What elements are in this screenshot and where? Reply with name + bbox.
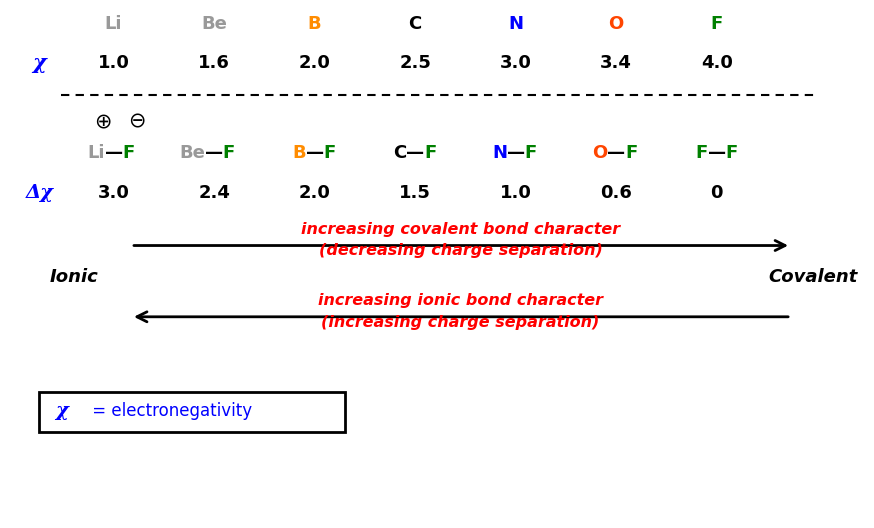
Text: C: C <box>408 15 422 33</box>
Text: 3.0: 3.0 <box>98 184 129 202</box>
Text: 3.0: 3.0 <box>500 54 531 72</box>
Text: F: F <box>323 144 336 162</box>
Text: 0.6: 0.6 <box>600 184 632 202</box>
Text: —: — <box>406 144 424 162</box>
Text: N: N <box>492 144 507 162</box>
FancyBboxPatch shape <box>39 392 345 432</box>
Text: F: F <box>711 15 723 33</box>
Text: F: F <box>625 144 637 162</box>
Text: 4.0: 4.0 <box>701 54 732 72</box>
Text: O: O <box>608 15 624 33</box>
Text: χ: χ <box>32 53 46 73</box>
Text: Ionic: Ionic <box>50 268 99 286</box>
Text: —: — <box>507 144 524 162</box>
Text: ⊕: ⊕ <box>94 111 112 131</box>
Text: F: F <box>696 144 708 162</box>
Text: B: B <box>292 144 306 162</box>
Text: increasing covalent bond character: increasing covalent bond character <box>301 222 621 237</box>
Text: 3.4: 3.4 <box>600 54 632 72</box>
Text: χ: χ <box>55 402 68 420</box>
Text: = electronegativity: = electronegativity <box>87 402 253 420</box>
Text: Li: Li <box>105 15 122 33</box>
Text: Covalent: Covalent <box>768 268 857 286</box>
Text: C: C <box>393 144 406 162</box>
Text: —: — <box>306 144 323 162</box>
Text: F: F <box>122 144 135 162</box>
Text: 0: 0 <box>711 184 723 202</box>
Text: N: N <box>508 15 524 33</box>
Text: F: F <box>424 144 436 162</box>
Text: 2.5: 2.5 <box>399 54 431 72</box>
Text: Δχ: Δχ <box>25 184 53 202</box>
Text: ⊖: ⊖ <box>128 111 146 131</box>
Text: 1.0: 1.0 <box>98 54 129 72</box>
Text: 2.0: 2.0 <box>299 54 330 72</box>
Text: B: B <box>308 15 322 33</box>
Text: 1.6: 1.6 <box>198 54 230 72</box>
Text: F: F <box>223 144 235 162</box>
Text: —: — <box>607 144 625 162</box>
Text: 2.4: 2.4 <box>198 184 230 202</box>
Text: —: — <box>105 144 122 162</box>
Text: 1.5: 1.5 <box>399 184 431 202</box>
Text: F: F <box>725 144 738 162</box>
Text: F: F <box>524 144 537 162</box>
Text: Be: Be <box>179 144 205 162</box>
Text: 2.0: 2.0 <box>299 184 330 202</box>
Text: (decreasing charge separation): (decreasing charge separation) <box>319 243 602 258</box>
Text: —: — <box>205 144 223 162</box>
Text: O: O <box>593 144 607 162</box>
Text: (increasing charge separation): (increasing charge separation) <box>322 315 600 329</box>
Text: 1.0: 1.0 <box>500 184 531 202</box>
Text: —: — <box>708 144 725 162</box>
Text: Be: Be <box>201 15 227 33</box>
Text: increasing ionic bond character: increasing ionic bond character <box>318 294 603 308</box>
Text: Li: Li <box>87 144 105 162</box>
